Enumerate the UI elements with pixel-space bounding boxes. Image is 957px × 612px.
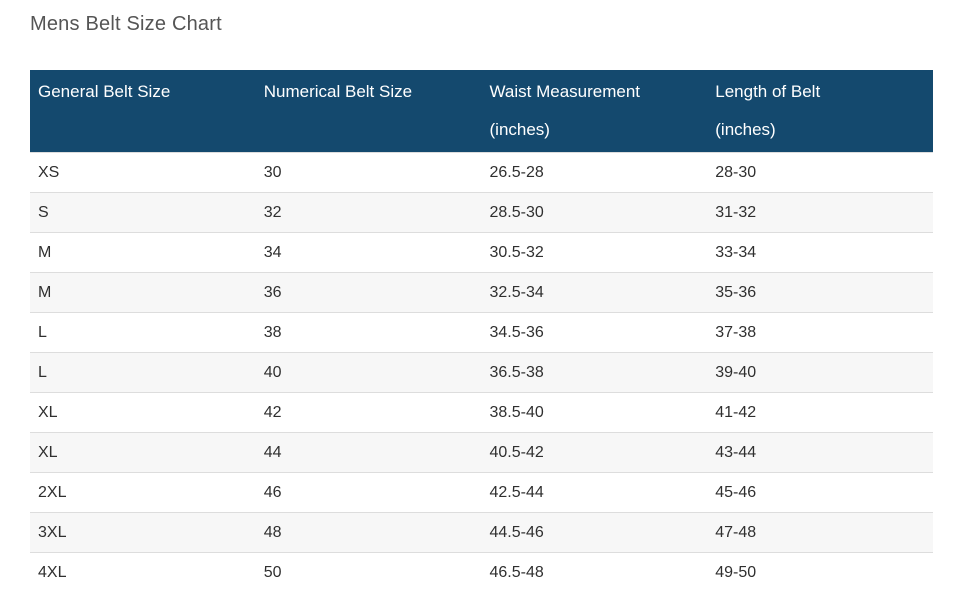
table-row: L 38 34.5-36 37-38 — [30, 312, 933, 353]
table-cell: 36 — [255, 272, 482, 313]
column-header: Numerical Belt Size — [255, 70, 482, 153]
column-header: Length of Belt (inches) — [707, 70, 933, 153]
belt-size-table: General Belt Size Numerical Belt Size Wais… — [30, 70, 933, 592]
table-cell: 42 — [255, 392, 482, 433]
table-cell: M — [30, 272, 256, 313]
table-cell: XL — [30, 392, 256, 433]
column-header-line: General Belt Size — [38, 82, 171, 101]
table-cell: 39-40 — [707, 352, 933, 393]
column-header: General Belt Size — [30, 70, 256, 153]
table-cell: 30.5-32 — [481, 232, 708, 273]
table-header: General Belt Size Numerical Belt Size Wais… — [30, 70, 933, 153]
column-header-line: Numerical Belt Size — [263, 82, 413, 101]
table-cell: 46 — [255, 472, 482, 513]
table-row: XL 44 40.5-42 43-44 — [30, 432, 933, 473]
table-cell: 28-30 — [707, 152, 933, 193]
table-cell: 37-38 — [707, 312, 933, 353]
table-row: S 32 28.5-30 31-32 — [30, 192, 933, 233]
table-cell: 45-46 — [707, 472, 933, 513]
table-cell: 31-32 — [707, 192, 933, 233]
table-cell: 34.5-36 — [481, 312, 708, 353]
column-header-line: Length of Belt — [715, 82, 821, 101]
table-row: M 34 30.5-32 33-34 — [30, 232, 933, 273]
table-cell: 41-42 — [707, 392, 933, 433]
table-cell: 46.5-48 — [481, 552, 708, 592]
table-cell: 47-48 — [707, 512, 933, 553]
column-header-line: (inches) — [489, 120, 550, 139]
table-cell: 28.5-30 — [481, 192, 708, 233]
table-cell: 32.5-34 — [481, 272, 708, 313]
table-header-row: General Belt Size Numerical Belt Size Wais… — [30, 70, 933, 153]
column-header-line: Waist Measurement — [489, 82, 641, 101]
table-cell: 34 — [255, 232, 482, 273]
column-header-line: (inches) — [715, 120, 776, 139]
table-cell: 38.5-40 — [481, 392, 708, 433]
table-cell: 48 — [255, 512, 482, 553]
table-cell: 40.5-42 — [481, 432, 708, 473]
table-cell: 42.5-44 — [481, 472, 708, 513]
table-cell: 26.5-28 — [481, 152, 708, 193]
table-cell: 2XL — [30, 472, 256, 513]
table-row: L 40 36.5-38 39-40 — [30, 352, 933, 393]
table-cell: 35-36 — [707, 272, 933, 313]
table-cell: M — [30, 232, 256, 273]
page-title: Mens Belt Size Chart — [30, 13, 222, 35]
table-row: 3XL 48 44.5-46 47-48 — [30, 512, 933, 553]
table-cell: 38 — [255, 312, 482, 353]
column-header: Waist Measurement (inches) — [481, 70, 708, 153]
table-cell: XL — [30, 432, 256, 473]
table-cell: 50 — [255, 552, 482, 592]
table-body: XS 30 26.5-28 28-30 S 32 28.5-30 31-32 M 34 30.5-3… — [30, 152, 933, 592]
table-cell: L — [30, 312, 256, 353]
table-row: 2XL 46 42.5-44 45-46 — [30, 472, 933, 513]
table-cell: 44.5-46 — [481, 512, 708, 553]
table-cell: 3XL — [30, 512, 256, 553]
table-row: XS 30 26.5-28 28-30 — [30, 152, 933, 193]
table-row: XL 42 38.5-40 41-42 — [30, 392, 933, 433]
table-cell: L — [30, 352, 256, 393]
table-cell: 49-50 — [707, 552, 933, 592]
table-row: M 36 32.5-34 35-36 — [30, 272, 933, 313]
table-cell: 43-44 — [707, 432, 933, 473]
table-cell: 30 — [255, 152, 482, 193]
table-cell: 4XL — [30, 552, 256, 592]
table-cell: XS — [30, 152, 256, 193]
table-cell: 32 — [255, 192, 482, 233]
table-cell: S — [30, 192, 256, 233]
table-cell: 40 — [255, 352, 482, 393]
table-cell: 36.5-38 — [481, 352, 708, 393]
table-row: 4XL 50 46.5-48 49-50 — [30, 552, 933, 592]
table-cell: 44 — [255, 432, 482, 473]
table-cell: 33-34 — [707, 232, 933, 273]
